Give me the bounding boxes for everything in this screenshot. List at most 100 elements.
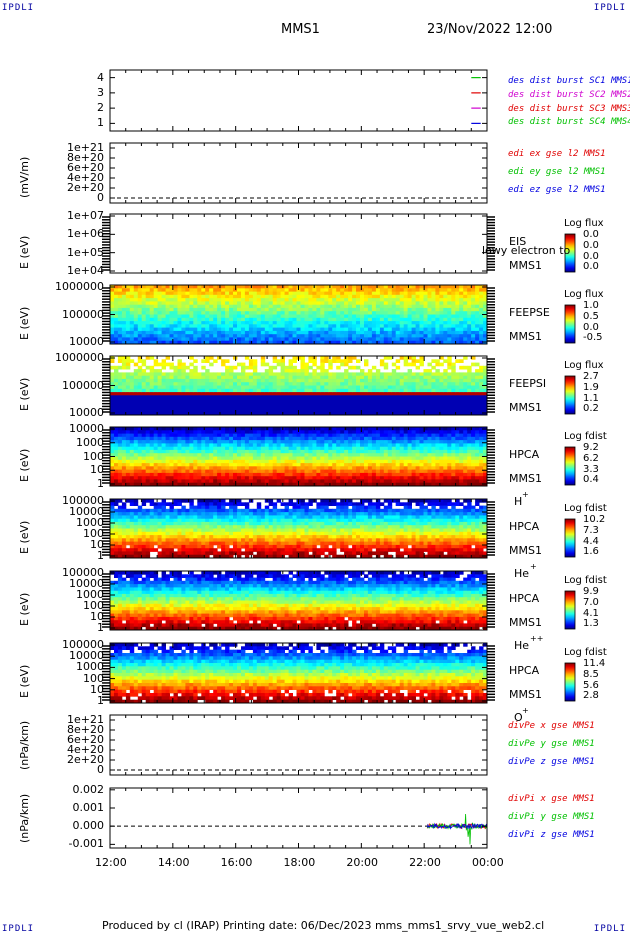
heatmap-cell (229, 321, 234, 325)
heatmap-cell (145, 427, 151, 431)
heatmap-cell (217, 382, 222, 386)
heatmap-cell (367, 398, 373, 403)
heatmap-cell (391, 436, 397, 441)
heatmap-cell (264, 466, 270, 470)
heatmap-cell (344, 453, 349, 457)
heatmap-cell (459, 337, 464, 342)
heatmap-cell (403, 327, 409, 332)
heatmap-cell (391, 479, 397, 484)
heatmap-cell (221, 430, 226, 434)
heatmap-cell (217, 337, 222, 342)
heatmap-cell (328, 288, 333, 292)
heatmap-cell (145, 311, 151, 315)
heatmap-cell (260, 453, 266, 457)
heatmap-cell (352, 294, 357, 299)
heatmap-cell (149, 459, 155, 464)
panel-hpca_h (102, 426, 576, 487)
heatmap-cell (423, 327, 428, 332)
heatmap-cell (348, 365, 353, 370)
heatmap-cell (213, 301, 218, 306)
heatmap-cell (169, 456, 174, 461)
heatmap-cell (252, 382, 258, 386)
heatmap-cell (395, 427, 401, 431)
heatmap-cell (244, 440, 250, 444)
heatmap-cell (399, 453, 405, 457)
heatmap-cell (344, 469, 349, 474)
heatmap-cell (173, 324, 178, 328)
heatmap-cell (229, 369, 234, 373)
heatmap-cell (459, 411, 464, 416)
heatmap-cell (475, 288, 480, 292)
heatmap-cell (383, 324, 389, 328)
heatmap-cell (455, 405, 460, 409)
heatmap-cell (439, 311, 444, 315)
heatmap-cell (193, 436, 198, 441)
heatmap-cell (177, 482, 182, 487)
heatmap-cell (312, 314, 317, 319)
heatmap-cell (367, 378, 373, 383)
heatmap-cell (284, 288, 289, 292)
heatmap-cell (233, 388, 238, 393)
heatmap-cell (411, 301, 416, 306)
heatmap-cell (300, 453, 305, 457)
heatmap-cell (229, 382, 234, 386)
heatmap-cell (407, 321, 412, 325)
heatmap-cell (161, 436, 166, 441)
heatmap-cell (217, 427, 222, 431)
heatmap-cell (352, 327, 357, 332)
heatmap-cell (225, 321, 230, 325)
heatmap-cell (161, 307, 166, 312)
heatmap-cell (423, 294, 428, 299)
heatmap-cell (268, 411, 274, 416)
heatmap-cell (324, 408, 329, 413)
heatmap-cell (280, 433, 285, 438)
heatmap-cell (336, 398, 341, 403)
heatmap-cell (185, 449, 190, 454)
heatmap-cell (260, 469, 266, 474)
heatmap-cell (431, 408, 436, 413)
heatmap-cell (403, 362, 409, 367)
heatmap-cell (471, 285, 476, 289)
heatmap-cell (300, 395, 305, 399)
heatmap-cell (292, 314, 297, 319)
heatmap-cell (443, 285, 448, 289)
heatmap-cell (272, 311, 278, 315)
heatmap-cell (399, 463, 405, 467)
heatmap-cell (356, 401, 361, 406)
heatmap-cell (328, 430, 333, 434)
heatmap-cell (391, 453, 397, 457)
heatmap-cell (340, 388, 345, 393)
heatmap-cell (332, 385, 337, 390)
heatmap-cell (197, 324, 202, 328)
heatmap-cell (435, 334, 440, 338)
heatmap-cell (117, 476, 123, 480)
heatmap-cell (276, 479, 282, 484)
heatmap-cell (459, 392, 464, 396)
heatmap-cell (272, 443, 278, 448)
heatmap-cell (364, 298, 369, 302)
heatmap-cell (471, 311, 476, 315)
heatmap-cell (252, 375, 258, 380)
heatmap-cell (189, 304, 194, 309)
heatmap-cell (371, 401, 377, 406)
heatmap-cell (209, 304, 214, 309)
heatmap-cell (276, 476, 282, 480)
heatmap-cell (137, 304, 143, 309)
heatmap-cell (173, 330, 178, 335)
heatmap-cell (304, 388, 309, 393)
heatmap-cell (221, 459, 226, 464)
heatmap-cell (383, 375, 389, 380)
heatmap-cell (332, 340, 337, 345)
heatmap-cell (407, 285, 412, 289)
heatmap-cell (320, 291, 325, 296)
heatmap-cell (276, 378, 282, 383)
heatmap-cell (467, 298, 472, 302)
heatmap-cell (169, 388, 174, 393)
heatmap-cell (252, 307, 258, 312)
heatmap-cell (467, 288, 472, 292)
heatmap-cell (423, 388, 428, 393)
heatmap-cell (137, 378, 143, 383)
heatmap-cell (288, 317, 293, 322)
heatmap-cell (439, 304, 444, 309)
heatmap-cell (153, 446, 159, 451)
